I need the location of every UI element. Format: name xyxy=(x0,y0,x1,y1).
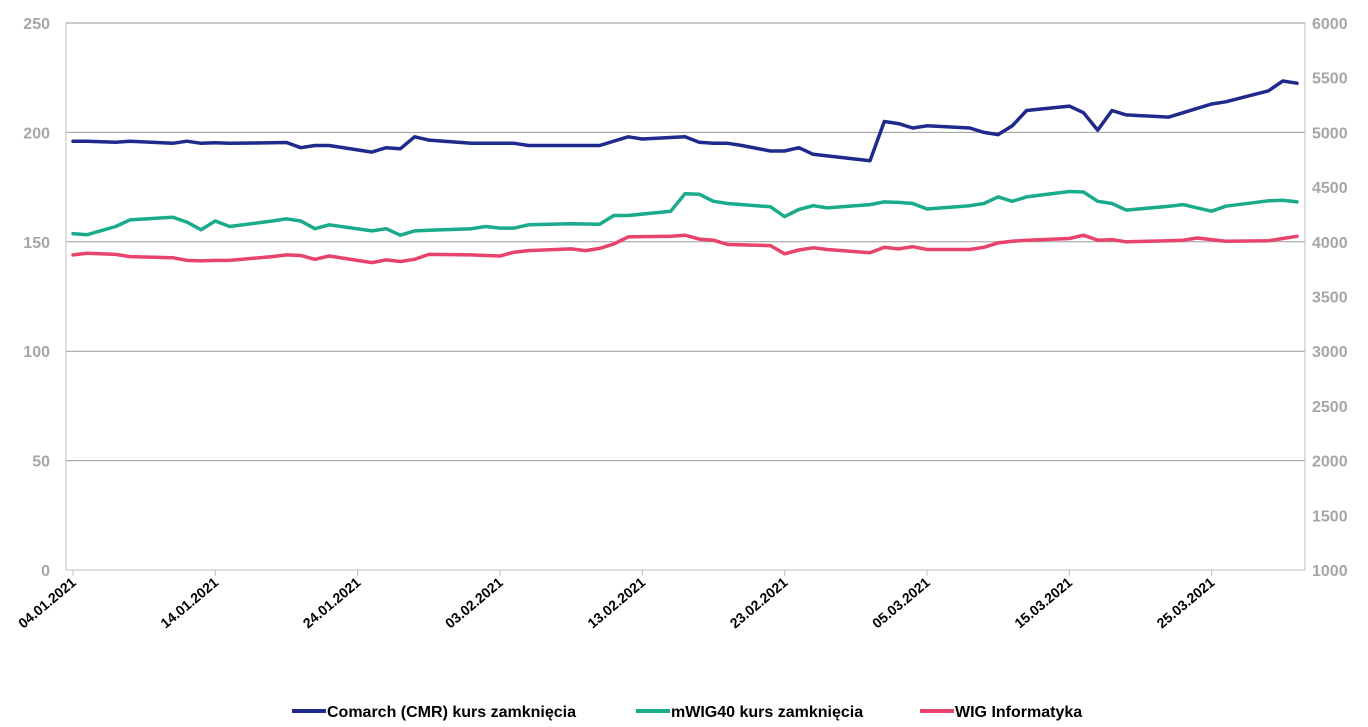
y-left-tick-label: 0 xyxy=(41,563,50,580)
x-tick-label: 04.01.2021 xyxy=(15,574,79,631)
y-right-tick-label: 1000 xyxy=(1312,563,1348,580)
x-tick-label: 05.03.2021 xyxy=(869,574,933,631)
y-right-tick-label: 2000 xyxy=(1312,454,1348,471)
x-tick-label: 24.01.2021 xyxy=(300,574,364,631)
y-right-tick-label: 4500 xyxy=(1312,180,1348,197)
y-right-tick-label: 4000 xyxy=(1312,235,1348,252)
y-axis-right: 1000 1500 2000 2500 3000 3500 4000 4500 5000 5500… xyxy=(1312,16,1348,580)
legend: Comarch (CMR) kurs zamknięcia mWIG40 kurs… xyxy=(292,704,1082,721)
x-axis: 04.01.2021 14.01.2021 24.01.2021 03.02.2021… xyxy=(15,570,1218,631)
grid-lines xyxy=(65,22,1306,571)
y-right-tick-label: 3500 xyxy=(1312,290,1348,307)
y-right-tick-label: 2500 xyxy=(1312,399,1348,416)
legend-label-1: mWIG40 kurs zamknięcia xyxy=(671,704,863,721)
legend-label-0: Comarch (CMR) kurs zamknięcia xyxy=(327,704,576,721)
y-axis-left: 0 50 100 150 200 250 xyxy=(23,16,50,580)
y-left-tick-label: 100 xyxy=(23,344,50,361)
series-line-0 xyxy=(71,79,1299,163)
x-tick-label: 13.02.2021 xyxy=(584,574,648,631)
x-tick-label: 23.02.2021 xyxy=(727,574,791,631)
y-left-tick-label: 50 xyxy=(32,454,50,471)
y-right-tick-label: 6000 xyxy=(1312,16,1348,33)
y-right-tick-label: 5000 xyxy=(1312,125,1348,142)
series-lines xyxy=(71,79,1299,265)
y-left-tick-label: 150 xyxy=(23,235,50,252)
x-tick-label: 14.01.2021 xyxy=(157,574,221,631)
x-tick-label: 25.03.2021 xyxy=(1154,574,1218,631)
y-right-tick-label: 5500 xyxy=(1312,71,1348,88)
x-tick-label: 03.02.2021 xyxy=(442,574,506,631)
y-left-tick-label: 250 xyxy=(23,16,50,33)
series-line-2 xyxy=(71,233,1299,265)
y-right-tick-label: 1500 xyxy=(1312,508,1348,525)
x-tick-label: 15.03.2021 xyxy=(1011,574,1075,631)
y-right-tick-label: 3000 xyxy=(1312,344,1348,361)
series-line-1 xyxy=(71,189,1299,237)
legend-label-2: WIG Informatyka xyxy=(955,704,1082,721)
y-left-tick-label: 200 xyxy=(23,125,50,142)
